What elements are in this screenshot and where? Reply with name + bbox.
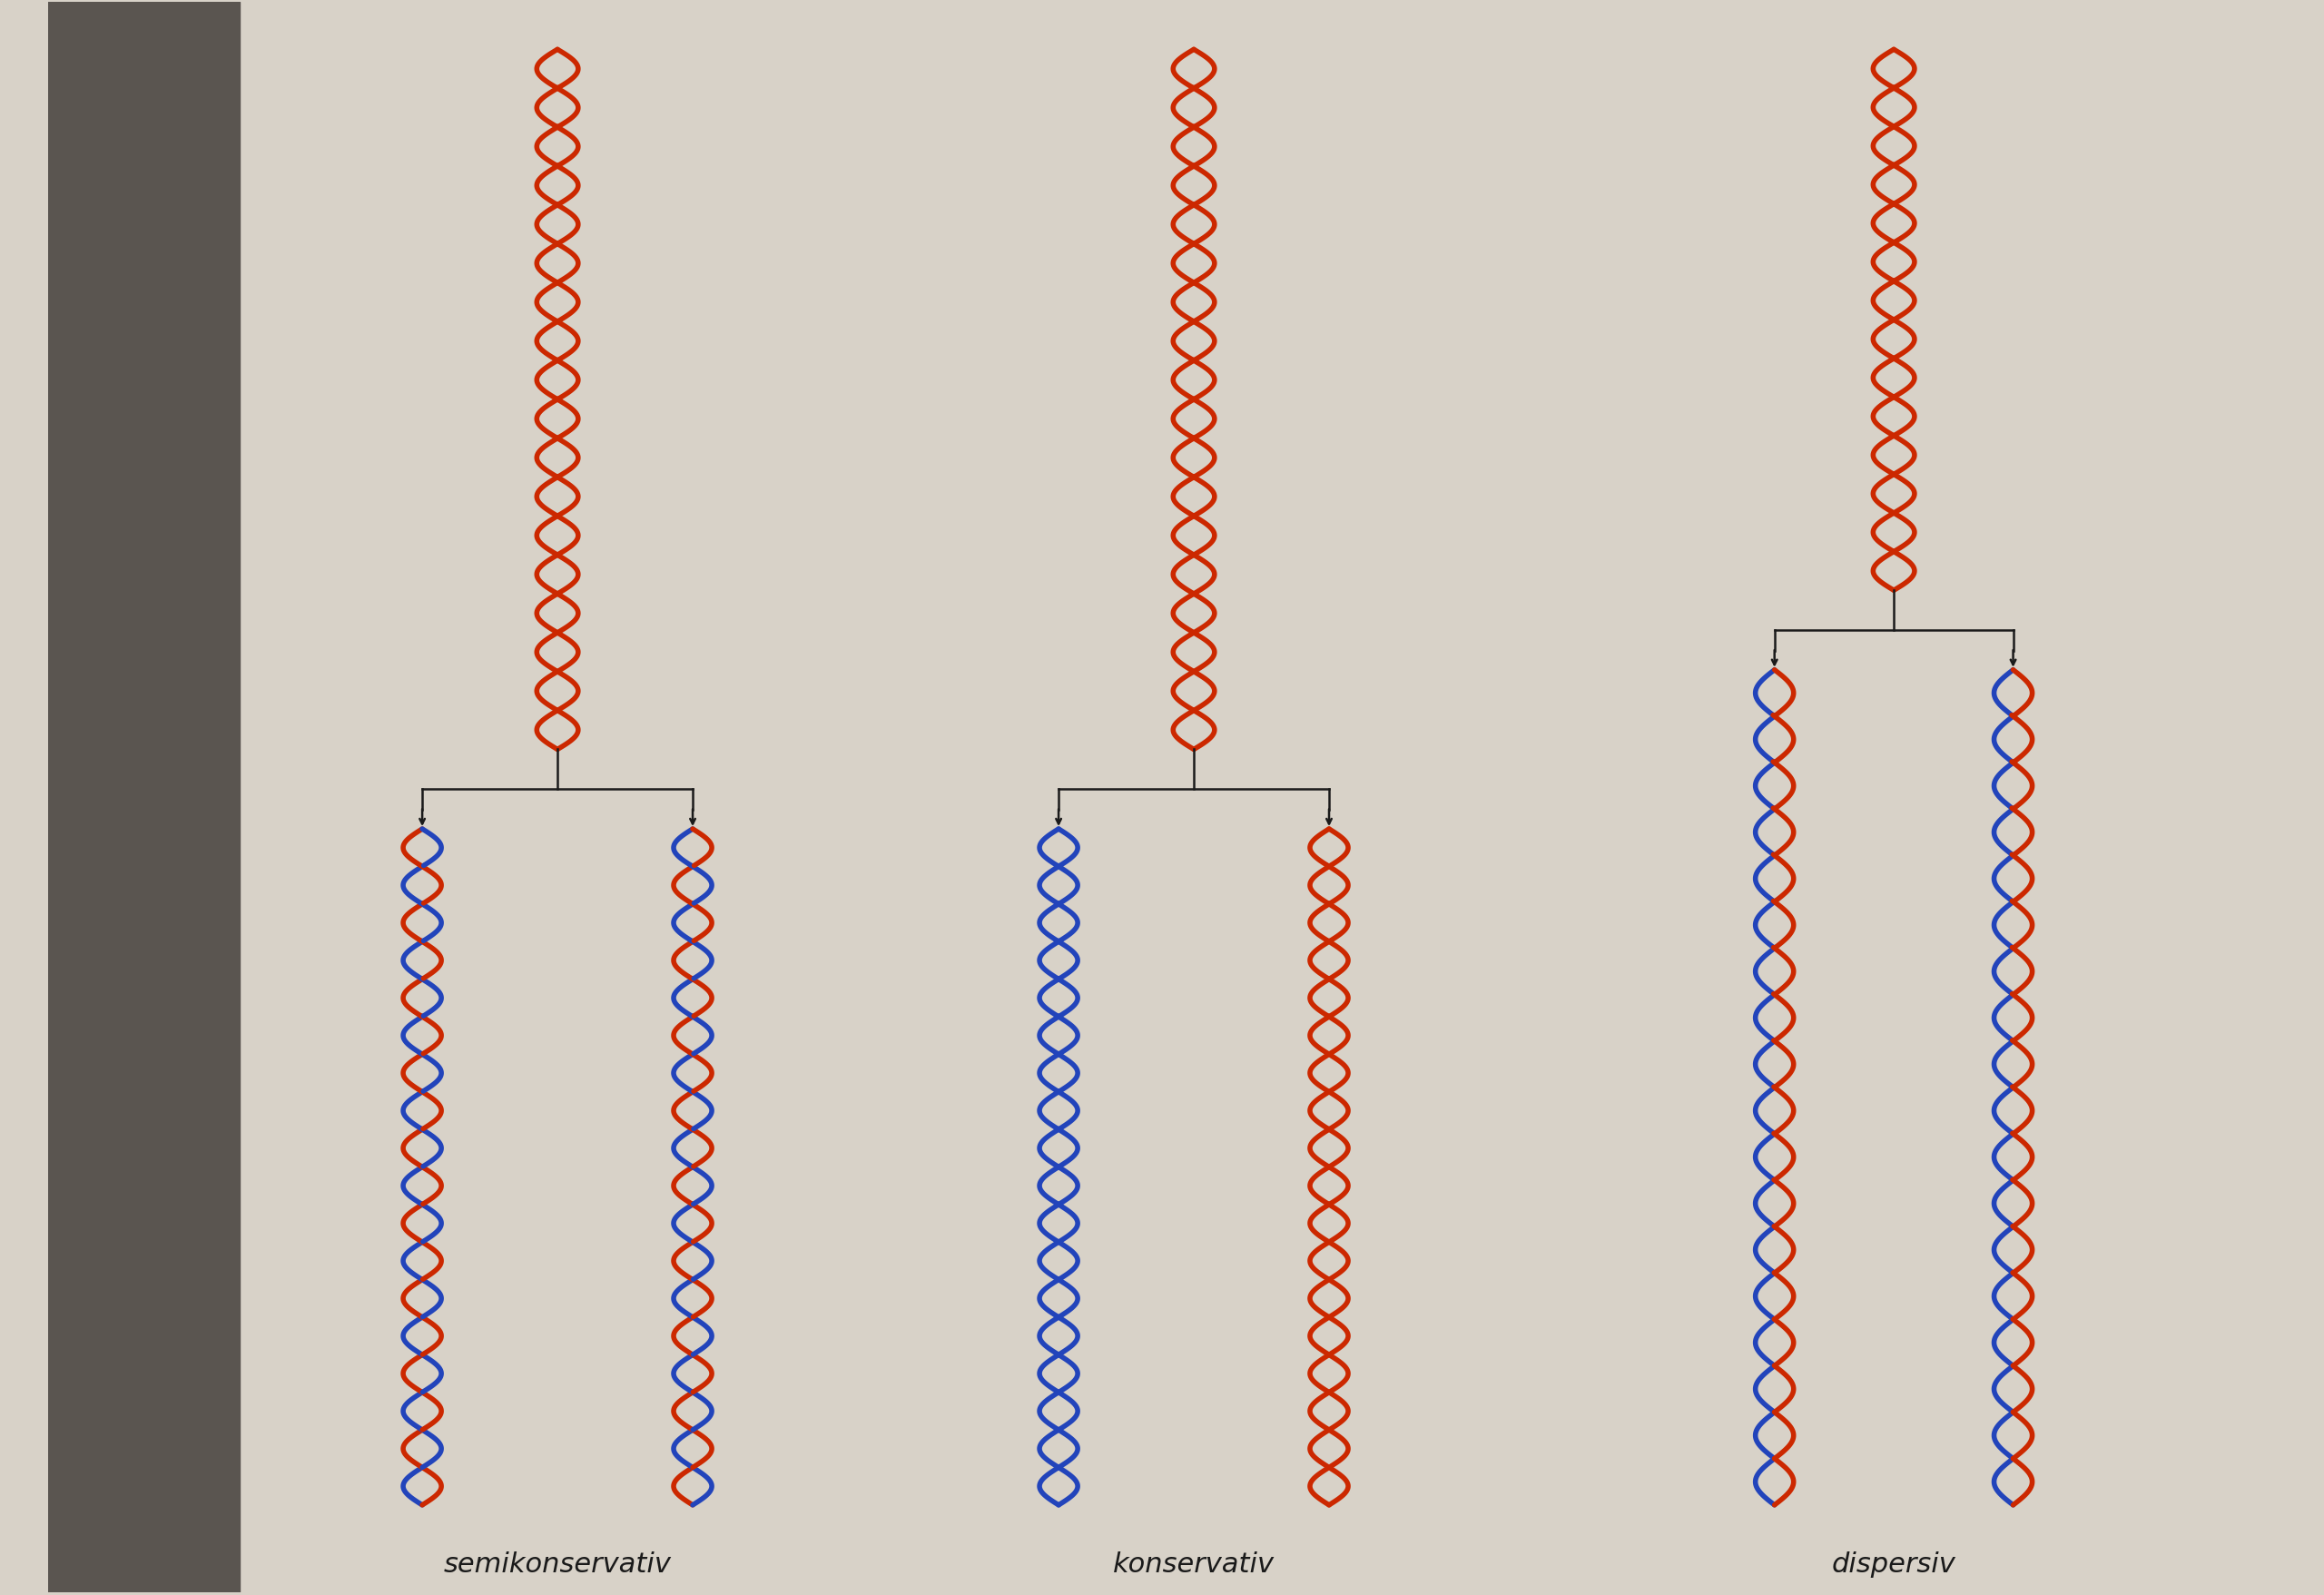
Text: konservativ: konservativ	[1113, 1550, 1274, 1576]
Text: semikonservativ: semikonservativ	[444, 1550, 672, 1576]
Text: dispersiv: dispersiv	[1831, 1550, 1957, 1576]
Bar	[49, 3, 239, 1592]
